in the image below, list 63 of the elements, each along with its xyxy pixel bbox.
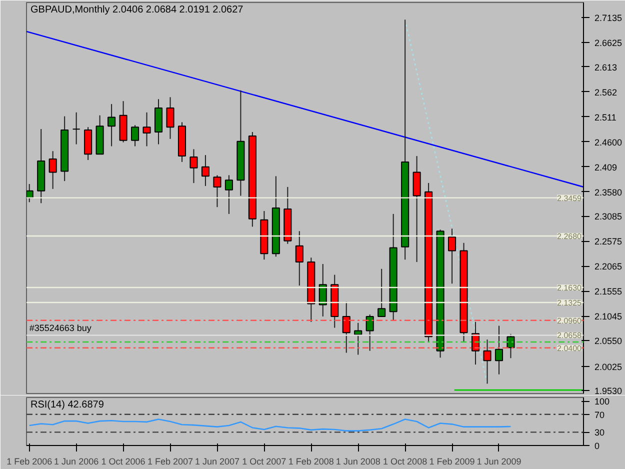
y-tick-label: 2.3085 (594, 212, 622, 222)
candlestick (131, 124, 140, 147)
candlestick (366, 314, 374, 352)
y-tick-label: 2.2575 (594, 236, 622, 247)
x-tick-label: 1 Feb 2007 (147, 456, 194, 466)
y-tick-label: 2.4600 (594, 137, 622, 148)
candlestick (142, 112, 151, 147)
x-tick-label: 1 Oct 2008 (383, 456, 428, 466)
ref-line-label: 2.2680 (557, 232, 582, 242)
y-tick-label: 2.0550 (594, 336, 622, 346)
y-tick-label: 2.409 (594, 162, 618, 172)
x-tick-label: 1 Oct 2006 (101, 456, 146, 466)
x-tick-label: 1 Jun 2007 (194, 456, 240, 466)
candlestick (224, 174, 233, 214)
chart-title: RSI(14) 42.6879 (30, 400, 104, 410)
y-tick-label: 2.0025 (594, 362, 622, 372)
x-tick-label: 1 Feb 2008 (288, 456, 334, 466)
candlestick (448, 228, 456, 284)
candlestick (166, 96, 174, 140)
x-tick-label: 1 Feb 2009 (429, 456, 475, 466)
candlestick (318, 263, 327, 317)
ref-line-label: 2.1325 (557, 298, 582, 308)
y-tick-label: 100 (594, 396, 610, 407)
x-tick-label: 1 Oct 2007 (242, 456, 286, 466)
x-tick-label: 1 Jun 2008 (336, 456, 380, 466)
ref-line-label: 2.0960 (557, 316, 582, 326)
y-tick-label: 2.6625 (594, 38, 622, 48)
y-tick-label: 2.7135 (594, 12, 622, 23)
candlestick (412, 156, 421, 263)
candlestick (108, 104, 116, 147)
ref-line-label: 2.3459 (557, 194, 582, 203)
y-tick-label: 2.1555 (594, 286, 622, 297)
annotation: #35524663 buy (29, 323, 92, 334)
candlestick (494, 325, 504, 375)
y-tick-label: 2.1045 (594, 312, 622, 322)
y-tick-label: 2.613 (594, 62, 618, 72)
candlestick (354, 322, 362, 356)
x-tick-label: 1 Jun 2009 (476, 456, 522, 466)
y-tick-label: 2.3580 (594, 187, 622, 198)
y-tick-label: 2.511 (594, 112, 616, 122)
candlestick (342, 301, 350, 354)
line-series (28, 418, 512, 432)
y-tick-label: 0 (594, 441, 600, 451)
candlestick (190, 148, 198, 184)
candlestick (483, 339, 492, 384)
chart-title: GBPAUD,Monthly 2.0406 2.0684 2.0191 2.0627 (30, 4, 244, 16)
candlestick (295, 230, 304, 286)
y-tick-label: 2.562 (594, 87, 618, 98)
candlestick (201, 154, 210, 186)
x-tick-label: 1 Feb 2006 (6, 456, 52, 466)
candlestick (213, 174, 222, 208)
x-tick-label: 1 Jun 2006 (54, 456, 99, 466)
ref-line-label: 2.1630 (557, 284, 582, 293)
candlestick (48, 150, 57, 190)
candlestick (378, 268, 386, 317)
candlestick (72, 112, 80, 145)
y-tick-label: 70 (594, 410, 605, 420)
ref-line-label: 2.0658 (557, 331, 582, 340)
candlestick (506, 333, 515, 359)
y-tick-label: 1.9530 (594, 386, 622, 396)
y-tick-label: 2.2065 (594, 262, 622, 272)
ref-line-label: 2.0400 (557, 344, 582, 353)
y-tick-label: 30 (594, 428, 605, 438)
